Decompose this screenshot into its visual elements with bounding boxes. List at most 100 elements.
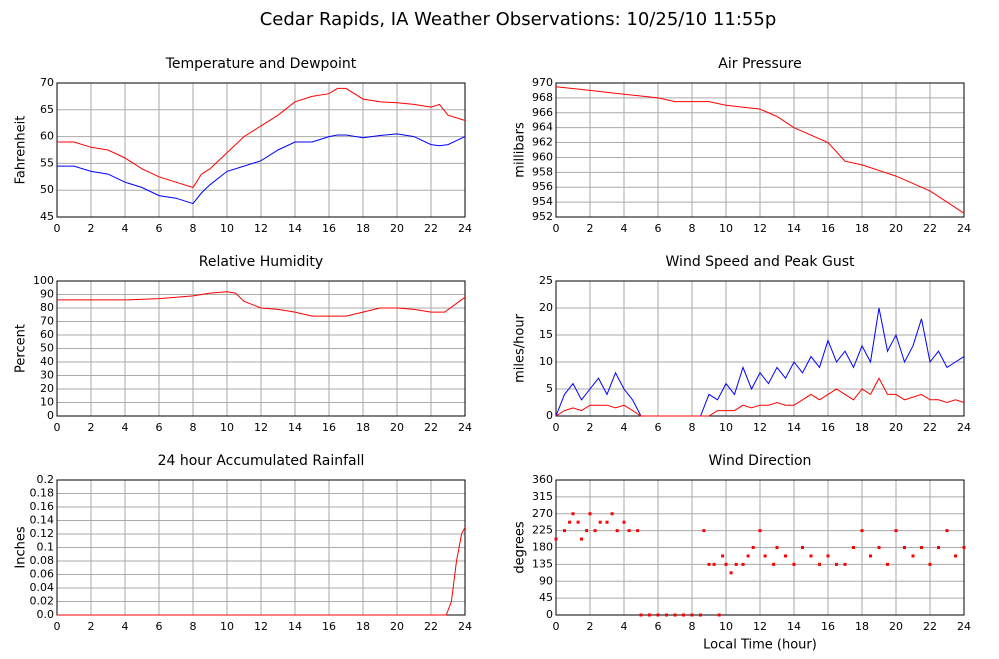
x-tick-label: 4 bbox=[621, 222, 628, 235]
x-tick-label: 20 bbox=[889, 620, 903, 633]
x-tick-label: 6 bbox=[655, 421, 662, 434]
x-tick-label: 16 bbox=[322, 421, 336, 434]
y-tick-label: 0 bbox=[546, 409, 553, 422]
scatter-point bbox=[690, 613, 694, 617]
x-tick-label: 18 bbox=[855, 620, 869, 633]
x-tick-label: 12 bbox=[753, 421, 767, 434]
x-tick-label: 20 bbox=[390, 222, 404, 235]
scatter-point bbox=[699, 613, 702, 617]
x-tick-label: 0 bbox=[553, 620, 560, 633]
y-tick-label: 5 bbox=[546, 382, 553, 395]
scatter-point bbox=[962, 546, 966, 549]
x-tick-label: 12 bbox=[254, 421, 268, 434]
scatter-point bbox=[636, 529, 640, 533]
y-tick-label: 270 bbox=[532, 507, 553, 520]
y-tick-label: 90 bbox=[539, 574, 553, 587]
x-tick-label: 24 bbox=[957, 222, 971, 235]
scatter-point bbox=[648, 613, 651, 617]
y-tick-label: 0 bbox=[546, 608, 553, 621]
scatter-point bbox=[702, 529, 706, 533]
series-line bbox=[57, 87, 466, 189]
x-tick-label: 22 bbox=[923, 222, 937, 235]
y-tick-label: 0.16 bbox=[30, 500, 55, 513]
chart-title: Relative Humidity bbox=[199, 254, 323, 270]
scatter-point bbox=[809, 554, 813, 558]
scatter-point bbox=[568, 520, 572, 524]
x-tick-label: 18 bbox=[356, 222, 370, 235]
scatter-point bbox=[580, 537, 583, 541]
y-tick-label: 15 bbox=[539, 328, 553, 341]
x-tick-label: 0 bbox=[553, 421, 560, 434]
y-tick-label: 956 bbox=[532, 180, 553, 193]
scatter-point bbox=[598, 520, 602, 524]
y-tick-label: 970 bbox=[532, 76, 553, 89]
scatter-point bbox=[741, 562, 745, 566]
y-tick-label: 180 bbox=[532, 541, 553, 554]
scatter-point bbox=[610, 512, 614, 516]
scatter-point bbox=[639, 613, 643, 617]
x-tick-label: 16 bbox=[322, 222, 336, 235]
x-tick-label: 24 bbox=[957, 620, 971, 633]
x-tick-label: 10 bbox=[220, 421, 234, 434]
y-tick-label: 0.2 bbox=[37, 473, 55, 486]
x-tick-label: 14 bbox=[288, 421, 302, 434]
y-tick-label: 0.02 bbox=[30, 595, 55, 608]
y-tick-label: 315 bbox=[532, 490, 553, 503]
chart-title: Wind Direction bbox=[709, 453, 812, 469]
x-tick-label: 10 bbox=[220, 620, 234, 633]
y-tick-label: 962 bbox=[532, 136, 553, 149]
plot-frame bbox=[555, 280, 965, 417]
scatter-point bbox=[751, 546, 755, 549]
x-tick-label: 14 bbox=[787, 620, 801, 633]
scatter-point bbox=[945, 529, 949, 533]
y-tick-label: 0.06 bbox=[30, 568, 55, 581]
x-tick-label: 12 bbox=[254, 222, 268, 235]
scatter-point bbox=[605, 520, 609, 524]
y-tick-label: 0.14 bbox=[30, 514, 55, 527]
scatter-point bbox=[734, 562, 738, 566]
scatter-point bbox=[772, 562, 776, 566]
series-line bbox=[555, 377, 965, 417]
y-tick-label: 360 bbox=[532, 473, 553, 486]
x-tick-label: 2 bbox=[587, 222, 594, 235]
y-tick-label: 40 bbox=[40, 355, 54, 368]
x-tick-label: 0 bbox=[54, 222, 61, 235]
y-tick-label: 25 bbox=[539, 274, 553, 287]
scatter-point bbox=[911, 554, 915, 558]
x-tick-label: 6 bbox=[156, 421, 163, 434]
chart-title: Wind Speed and Peak Gust bbox=[666, 254, 855, 270]
scatter-point bbox=[818, 562, 821, 566]
chart-title: Temperature and Dewpoint bbox=[165, 56, 357, 72]
y-tick-label: 225 bbox=[532, 524, 553, 537]
x-tick-label: 10 bbox=[719, 620, 733, 633]
y-tick-label: 960 bbox=[532, 150, 553, 163]
scatter-point bbox=[903, 546, 906, 549]
scatter-point bbox=[928, 562, 932, 566]
x-tick-label: 6 bbox=[655, 222, 662, 235]
plot-frame bbox=[56, 82, 466, 218]
x-tick-label: 8 bbox=[190, 222, 197, 235]
scatter-point bbox=[937, 546, 940, 549]
y-tick-label: 45 bbox=[539, 591, 553, 604]
x-axis-label: Local Time (hour) bbox=[703, 638, 817, 653]
x-tick-label: 16 bbox=[322, 620, 336, 633]
y-tick-label: 20 bbox=[40, 382, 54, 395]
x-tick-label: 10 bbox=[719, 421, 733, 434]
y-axis-label: Fahrenheit bbox=[14, 116, 29, 185]
scatter-point bbox=[729, 571, 733, 575]
plot-frame bbox=[555, 82, 965, 218]
scatter-point bbox=[571, 512, 575, 516]
y-tick-label: 10 bbox=[539, 355, 553, 368]
page-title: Cedar Rapids, IA Weather Observations: 1… bbox=[260, 9, 777, 30]
x-tick-label: 2 bbox=[88, 222, 95, 235]
y-tick-label: 50 bbox=[40, 342, 54, 355]
y-tick-label: 952 bbox=[532, 210, 553, 223]
scatter-point bbox=[682, 613, 685, 617]
x-tick-label: 20 bbox=[889, 421, 903, 434]
scatter-point bbox=[801, 546, 804, 549]
y-tick-label: 60 bbox=[40, 328, 54, 341]
y-tick-label: 966 bbox=[532, 106, 553, 119]
x-tick-label: 0 bbox=[553, 222, 560, 235]
y-tick-label: 964 bbox=[532, 121, 553, 134]
